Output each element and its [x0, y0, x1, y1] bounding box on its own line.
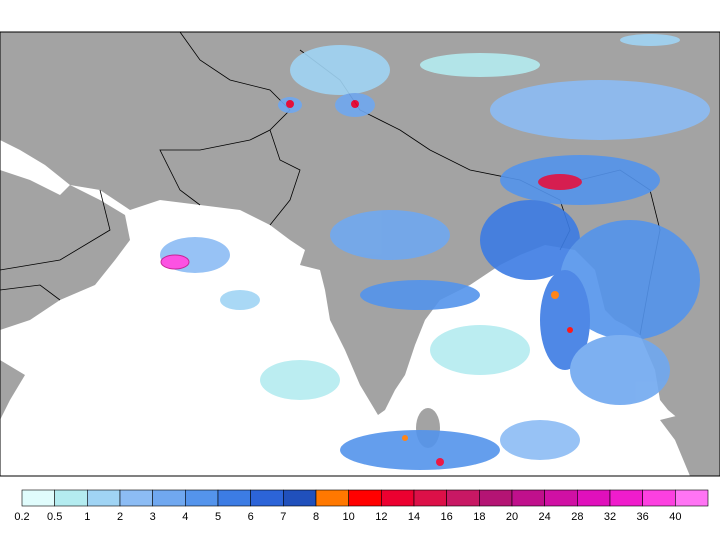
color-box — [609, 489, 643, 507]
color-box — [544, 489, 578, 507]
color-box — [315, 489, 349, 507]
level-label: 8 — [313, 511, 319, 523]
color-box — [217, 489, 251, 507]
color-box — [185, 489, 219, 507]
color-box — [250, 489, 284, 507]
level-label: 10 — [343, 511, 355, 523]
level-label: 28 — [571, 511, 583, 523]
color-box — [446, 489, 480, 507]
level-label: 2 — [117, 511, 123, 523]
color-box — [642, 489, 676, 507]
color-box — [119, 489, 153, 507]
level-label: 18 — [473, 511, 485, 523]
level-label: 16 — [441, 511, 453, 523]
level-label: 3 — [150, 511, 156, 523]
color-box — [283, 489, 317, 507]
level-label: 32 — [604, 511, 616, 523]
level-label: 40 — [669, 511, 681, 523]
color-box — [675, 489, 709, 507]
colorbar: 0.2 0.5 1 2 3 4 5 6 7 8 10 12 14 16 18 20 24 28 32 36 40 — [14, 489, 709, 523]
color-box — [381, 489, 415, 507]
level-label: 0.5 — [47, 511, 62, 523]
color-box — [54, 489, 88, 507]
color-box — [87, 489, 121, 507]
color-box — [348, 489, 382, 507]
malay-peninsula — [660, 410, 720, 476]
color-box — [577, 489, 611, 507]
level-label: 36 — [637, 511, 649, 523]
level-label: 0.2 — [14, 511, 29, 523]
level-label: 24 — [539, 511, 551, 523]
color-box — [21, 489, 55, 507]
map — [0, 31, 720, 477]
level-label: 4 — [182, 511, 188, 523]
level-label: 6 — [248, 511, 254, 523]
level-label: 1 — [84, 511, 90, 523]
color-box — [413, 489, 447, 507]
level-label: 14 — [408, 511, 420, 523]
level-label: 5 — [215, 511, 221, 523]
persian-gulf — [0, 140, 70, 195]
color-box — [511, 489, 545, 507]
level-label: 7 — [280, 511, 286, 523]
precipitation — [160, 34, 710, 470]
level-label: 12 — [375, 511, 387, 523]
color-box — [152, 489, 186, 507]
map-frame — [0, 31, 720, 477]
level-label: 20 — [506, 511, 518, 523]
color-box — [479, 489, 513, 507]
